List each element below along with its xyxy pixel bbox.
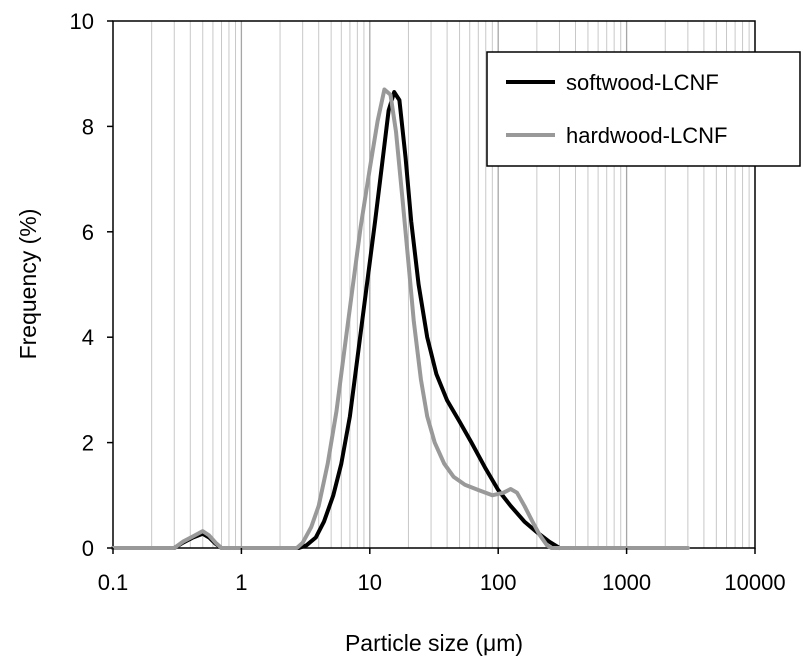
- y-tick-label: 10: [70, 9, 94, 34]
- series-layer: [111, 87, 690, 550]
- legend-label-softwood: softwood-LCNF: [566, 70, 719, 95]
- x-tick-label: 100: [480, 570, 517, 595]
- y-tick-label: 4: [82, 325, 94, 350]
- plot-area-frame: [112, 20, 756, 549]
- legend: softwood-LCNF hardwood-LCNF: [486, 51, 801, 167]
- x-tick-label: 1: [235, 570, 247, 595]
- x-axis-title: Particle size (μm): [345, 630, 523, 656]
- y-tick-label: 8: [82, 114, 94, 139]
- series-line-hardwood: [111, 87, 690, 550]
- tick-labels: 0.1 1 10 100 1000 10000 0 2 4 6 8 10: [70, 9, 786, 595]
- y-tick-label: 6: [82, 220, 94, 245]
- x-tick-label: 10: [358, 570, 382, 595]
- y-axis-title: Frequency (%): [15, 209, 41, 360]
- x-tick-label: 10000: [724, 570, 785, 595]
- y-tick-label: 2: [82, 431, 94, 456]
- legend-box: [486, 51, 801, 167]
- x-tick-label: 1000: [602, 570, 651, 595]
- x-tick-label: 0.1: [98, 570, 129, 595]
- legend-label-hardwood: hardwood-LCNF: [566, 123, 727, 148]
- y-tick-label: 0: [82, 536, 94, 561]
